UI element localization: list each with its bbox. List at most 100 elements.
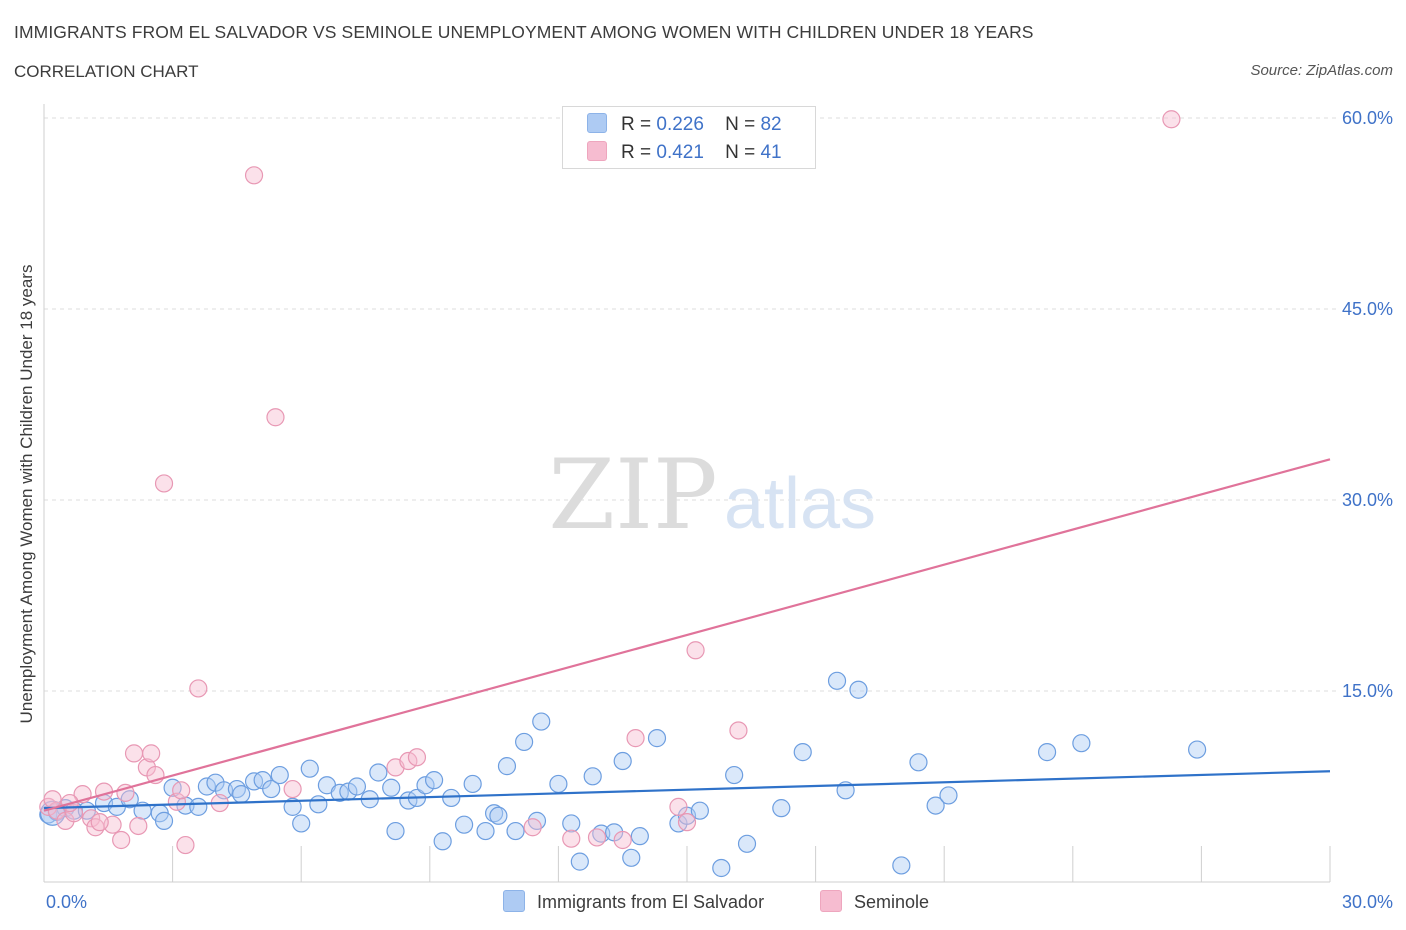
data-point [416, 776, 435, 795]
chart-subtitle: CORRELATION CHART [14, 62, 199, 81]
trend-line-seminole [43, 458, 1331, 812]
data-point [476, 821, 495, 841]
trend-lines [43, 458, 1331, 812]
data-point [270, 765, 289, 785]
legend-row-seminole: R = 0.421 N = 41 [587, 141, 782, 165]
data-point [176, 835, 195, 855]
x-tick-label: 0.0% [46, 892, 87, 912]
data-point [129, 816, 148, 836]
data-point [669, 797, 688, 816]
data-point [613, 751, 632, 771]
legend-n-value: 41 [760, 142, 782, 163]
legend-item-seminole: Seminole [820, 890, 929, 913]
data-point [793, 743, 812, 762]
data-point [926, 796, 945, 815]
data-point [909, 753, 928, 772]
data-point [172, 781, 191, 800]
data-point [112, 830, 131, 850]
legend-n-label: N = [725, 114, 756, 135]
data-point [189, 679, 208, 698]
data-point [90, 813, 109, 832]
data-point [562, 814, 581, 833]
correlation-legend: R = 0.226 N = 82 R = 0.421 N = 41 [562, 106, 816, 169]
data-point [347, 777, 367, 796]
trend-line-immigrants [43, 770, 1331, 810]
data-point [407, 748, 427, 767]
data-point [506, 821, 525, 841]
data-point [647, 729, 667, 748]
legend-swatch-seminole [587, 141, 607, 161]
source-credit: Source: ZipAtlas.com [1250, 62, 1393, 79]
legend-swatch-immigrants [587, 113, 607, 133]
data-point [562, 829, 581, 848]
data-point [1162, 110, 1181, 129]
data-point [549, 774, 568, 794]
data-point [497, 757, 517, 776]
legend-label-immigrants: Immigrants from El Salvador [537, 892, 765, 912]
data-point [939, 786, 958, 805]
data-point [737, 834, 757, 853]
data-point [382, 778, 401, 797]
data-point [583, 767, 602, 786]
grid-lines [44, 117, 1338, 692]
legend-n-value: 82 [760, 114, 782, 135]
data-point [433, 832, 452, 851]
legend-r-label: R = [621, 142, 652, 163]
data-point [244, 166, 264, 185]
data-point [849, 680, 868, 699]
data-point [772, 799, 791, 818]
data-point [82, 809, 101, 828]
data-point [309, 795, 328, 814]
y-tick-label: 15.0% [1342, 681, 1393, 701]
legend-item-immigrants: Immigrants from El Salvador [503, 890, 764, 913]
data-point [532, 712, 551, 731]
data-point [686, 641, 705, 660]
data-point [154, 811, 174, 830]
data-point [399, 751, 418, 771]
data-point [154, 474, 174, 493]
data-point [142, 744, 161, 763]
axes [43, 104, 1331, 883]
legend-swatch-seminole [820, 890, 842, 912]
data-point [1037, 743, 1057, 762]
series-immigrants-points [39, 671, 1207, 878]
watermark: ZIP atlas [548, 439, 876, 551]
data-point [124, 744, 144, 763]
data-point [613, 830, 632, 850]
watermark-zip: ZIP [548, 439, 717, 551]
data-point [283, 797, 302, 816]
data-point [386, 821, 405, 841]
legend-r-value: 0.421 [656, 142, 704, 163]
data-point [587, 828, 607, 847]
data-point [489, 806, 508, 825]
data-point [827, 671, 847, 690]
data-point [690, 801, 709, 820]
data-point [622, 848, 641, 867]
data-point [43, 790, 62, 809]
y-tick-label: 45.0% [1342, 299, 1393, 319]
data-point [232, 785, 251, 804]
data-point [64, 804, 84, 823]
data-point [515, 732, 534, 752]
data-point [189, 797, 208, 816]
data-point [167, 792, 186, 811]
y-tick-label: 30.0% [1342, 490, 1393, 510]
data-point [463, 774, 482, 794]
data-point [570, 852, 589, 871]
chart-title: IMMIGRANTS FROM EL SALVADOR VS SEMINOLE … [14, 22, 1034, 42]
watermark-atlas: atlas [724, 464, 876, 544]
x-tick-label: 30.0% [1342, 892, 1393, 912]
legend-label-seminole: Seminole [854, 892, 930, 912]
data-point [626, 729, 645, 748]
data-point [1188, 740, 1207, 759]
legend-n-label: N = [725, 142, 756, 163]
data-point [283, 779, 302, 799]
legend-r-value: 0.226 [656, 114, 704, 135]
data-point [725, 765, 744, 785]
data-point [729, 721, 748, 740]
data-point [523, 818, 542, 837]
y-tick-label: 60.0% [1342, 108, 1393, 128]
legend-swatch-immigrants [503, 890, 525, 912]
data-point [300, 759, 319, 778]
